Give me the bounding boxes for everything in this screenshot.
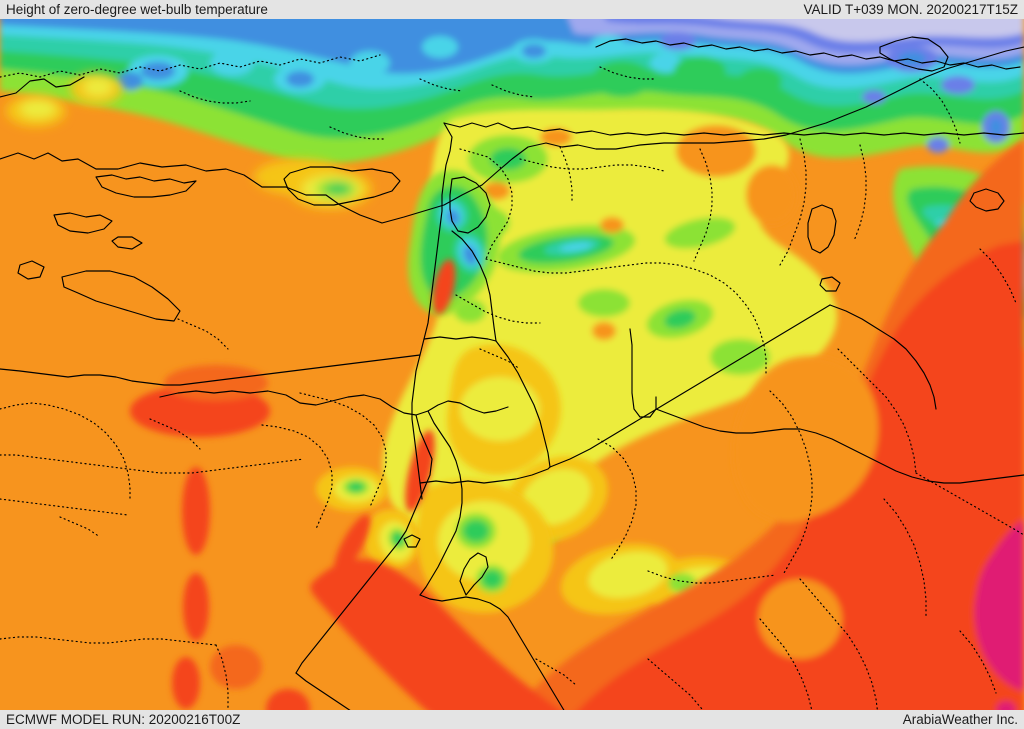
field-hot-south-east (130, 139, 1024, 710)
model-run-label: ECMWF MODEL RUN: 20200216T00Z (6, 712, 241, 727)
weather-field-svg (0, 19, 1024, 710)
field-north-africa (106, 471, 174, 507)
header-bar: Height of zero-degree wet-bulb temperatu… (0, 0, 1024, 19)
map-canvas[interactable] (0, 19, 1024, 710)
country-borders (0, 36, 1024, 710)
field-levant-cold-pocket (408, 170, 501, 315)
field-sinai-amber (416, 479, 554, 614)
footer-bar: ECMWF MODEL RUN: 20200216T00Z ArabiaWeat… (0, 710, 1024, 729)
provider-label: ArabiaWeather Inc. (902, 712, 1018, 727)
map-title: Height of zero-degree wet-bulb temperatu… (6, 2, 268, 17)
valid-time-label: VALID T+039 MON. 20200217T15Z (803, 2, 1019, 17)
field-mediterranean (6, 73, 372, 209)
